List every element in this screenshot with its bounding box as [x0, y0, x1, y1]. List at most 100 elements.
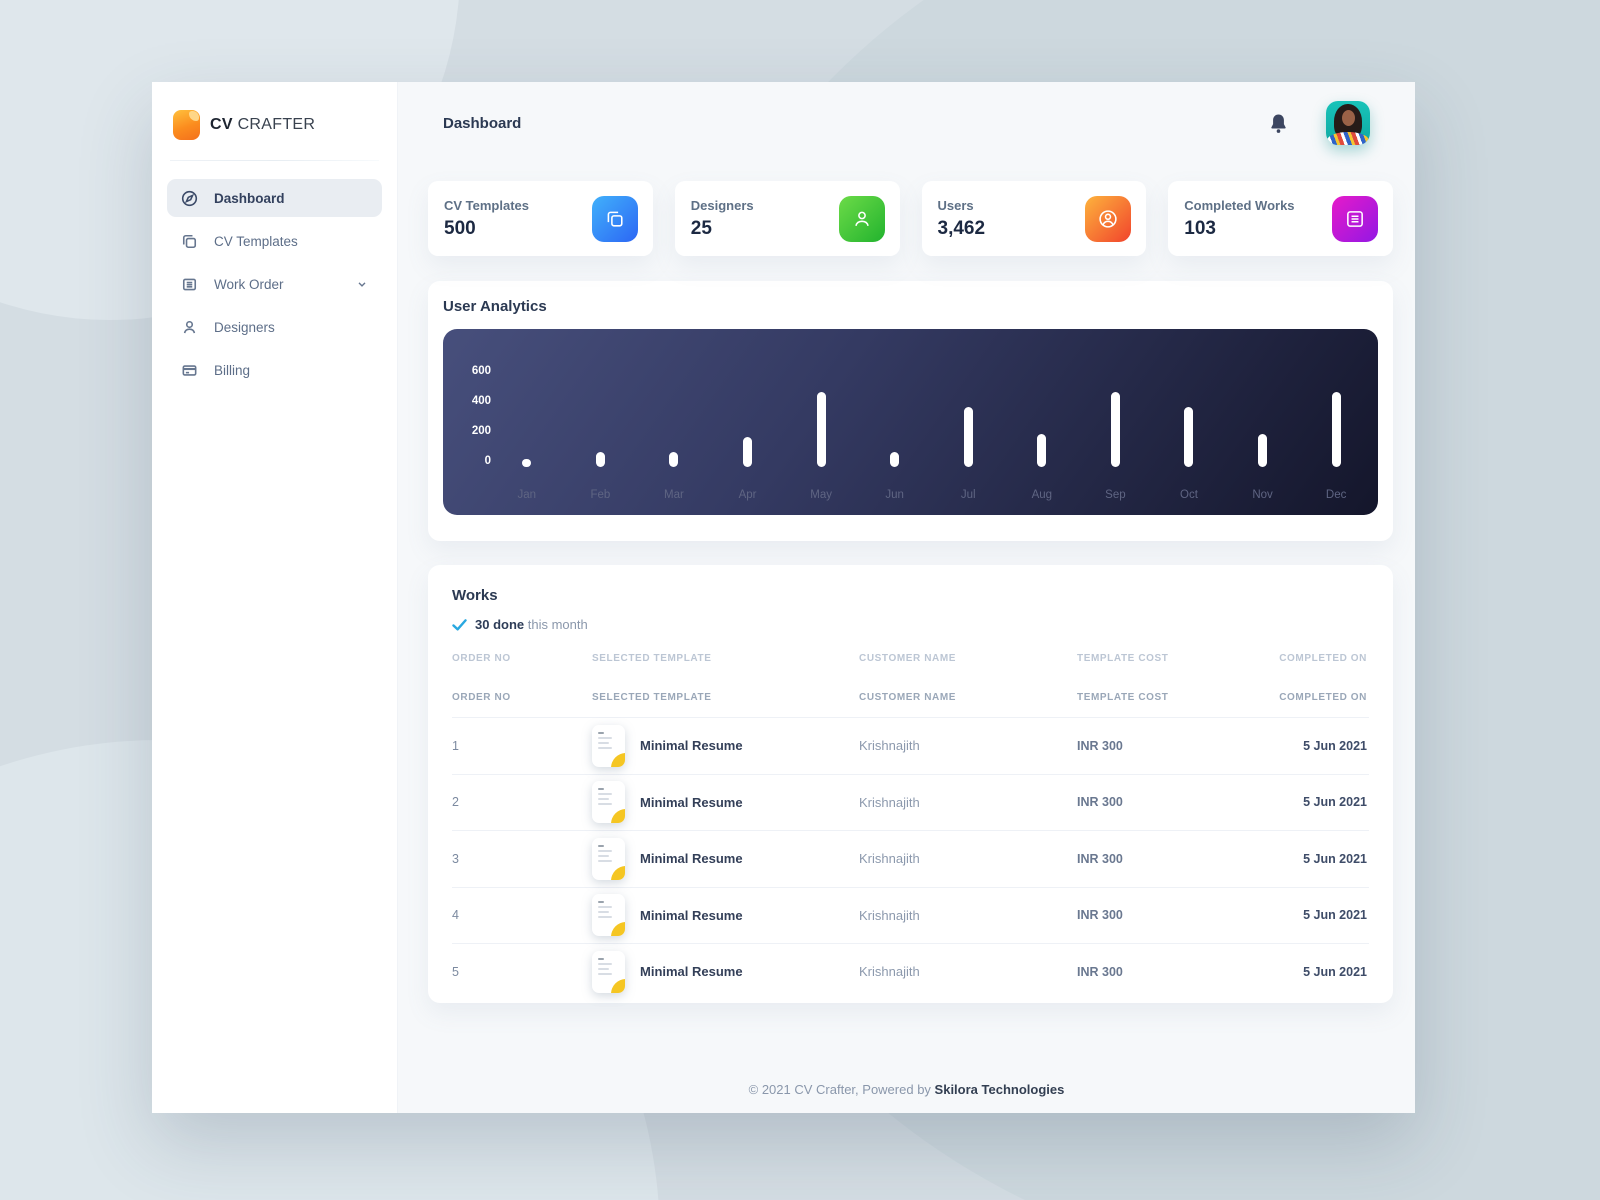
chart-bar [816, 392, 826, 467]
cell-template-cost: INR 300 [1077, 738, 1123, 753]
x-axis-tick: Aug [1031, 489, 1053, 501]
template-name: Minimal Resume [640, 794, 743, 810]
cell-customer-name: Krishnajith [859, 964, 920, 980]
stat-card-completed-works: Completed Works 103 [1168, 181, 1393, 256]
chart-bar [1184, 407, 1194, 467]
main-area: Dashboard CV Templates 500 Designers 25 User… [398, 82, 1415, 1113]
stat-texts: CV Templates 500 [444, 198, 529, 240]
works-table-body: 1 Minimal Resume Krishnajith INR 300 5 Jun 2… [452, 717, 1369, 1000]
avatar-art [1327, 132, 1369, 145]
cell-completed-on: 5 Jun 2021 [1303, 738, 1367, 753]
column-header-completed-on: Completed On [1279, 653, 1367, 664]
template-name: Minimal Resume [640, 851, 743, 867]
table-row[interactable]: 1 Minimal Resume Krishnajith INR 300 5 Jun 2… [452, 717, 1369, 774]
chart-bar [1110, 392, 1120, 467]
sidebar-item-dashboard[interactable]: Dashboard [167, 179, 382, 217]
cell-template-cost: INR 300 [1077, 964, 1123, 979]
bar-cell-jun [858, 347, 932, 467]
bar-cell-apr [711, 347, 785, 467]
cell-order-no: 3 [452, 851, 459, 866]
cell-template-cost: INR 300 [1077, 908, 1123, 923]
stat-value: 500 [444, 217, 476, 239]
template-thumbnail-icon [592, 781, 625, 824]
sidebar-divider [170, 160, 379, 161]
column-header-order-no: Order No [452, 653, 511, 664]
column-header-customer-name: Customer Name [859, 692, 957, 703]
user-circle-icon [1085, 195, 1132, 242]
cell-selected-template: Minimal Resume [592, 837, 859, 880]
cell-order-no: 5 [452, 964, 459, 979]
app-window: CV CRAFTER Dashboard CV Templates Work Ord… [152, 82, 1415, 1113]
compass-icon [181, 190, 198, 207]
template-name: Minimal Resume [640, 738, 743, 754]
stat-texts: Completed Works 103 [1184, 198, 1294, 240]
page-title: Dashboard [443, 114, 522, 132]
sidebar-item-label: Designers [214, 319, 275, 335]
template-name: Minimal Resume [640, 964, 743, 980]
bar-cell-aug [1005, 347, 1079, 467]
column-header-order-no: Order No [452, 692, 511, 703]
stat-card-cv-templates: CV Templates 500 [428, 181, 653, 256]
chart-bars [490, 347, 1373, 467]
chevron-down-icon [356, 278, 368, 290]
x-axis-tick: Jan [517, 489, 537, 501]
bar-cell-feb [564, 347, 638, 467]
cell-completed-on: 5 Jun 2021 [1303, 964, 1367, 979]
cell-template-cost: INR 300 [1077, 851, 1123, 866]
sidebar-item-billing[interactable]: Billing [167, 351, 382, 389]
stat-label: Designers [690, 197, 754, 213]
x-axis-tick: Oct [1180, 489, 1198, 501]
user-avatar[interactable] [1326, 101, 1370, 145]
template-name: Minimal Resume [640, 907, 743, 923]
card-icon [181, 362, 198, 379]
sidebar-item-designers[interactable]: Designers [167, 308, 382, 346]
x-axis-labels: Jan Feb Mar Apr May Jun Jul Aug Sep Oct Nov Dec [490, 489, 1373, 501]
x-axis-tick: Jun [885, 489, 904, 501]
sidebar-item-work-order[interactable]: Work Order [167, 265, 382, 303]
works-done-text: 30 done this month [475, 617, 588, 632]
table-row[interactable]: 3 Minimal Resume Krishnajith INR 300 5 Jun 2… [452, 830, 1369, 887]
table-header-row: Order No Selected Template Customer Name Te… [452, 692, 1369, 717]
footer-text: © 2021 CV Crafter, Powered by [748, 1082, 935, 1097]
works-done-line: 30 done this month [452, 617, 1369, 632]
bar-cell-dec [1299, 347, 1373, 467]
x-axis-tick: Feb [590, 489, 611, 501]
content: CV Templates 500 Designers 25 Users 3,462 Comp… [398, 164, 1415, 1003]
notification-bell-icon[interactable] [1269, 113, 1288, 134]
chart-bar [522, 459, 532, 467]
x-axis-tick: Sep [1105, 489, 1126, 501]
y-axis-tick: 600 [471, 365, 491, 377]
cell-customer-name: Krishnajith [859, 907, 920, 923]
cell-customer-name: Krishnajith [859, 851, 920, 867]
stat-value: 25 [690, 217, 712, 239]
sidebar-item-label: Work Order [214, 276, 284, 292]
footer: © 2021 CV Crafter, Powered by Skilora Te… [398, 1082, 1415, 1113]
app-logo: CV CRAFTER [167, 104, 382, 160]
cell-selected-template: Minimal Resume [592, 724, 859, 767]
cell-selected-template: Minimal Resume [592, 894, 859, 937]
logo-icon [173, 110, 200, 140]
template-thumbnail-icon [592, 837, 625, 880]
sidebar-item-cv-templates[interactable]: CV Templates [167, 222, 382, 260]
user-icon [838, 195, 885, 242]
template-thumbnail-icon [592, 724, 625, 767]
chart-bar [669, 452, 679, 467]
cell-order-no: 2 [452, 795, 459, 810]
y-axis-tick: 400 [471, 395, 491, 407]
logo-text-rest: CRAFTER [237, 116, 316, 133]
table-row[interactable]: 5 Minimal Resume Krishnajith INR 300 5 Jun 2… [452, 943, 1369, 1000]
check-icon [452, 618, 467, 631]
bar-cell-sep [1079, 347, 1153, 467]
x-axis-tick: Nov [1252, 489, 1273, 501]
cell-customer-name: Krishnajith [859, 794, 920, 810]
template-thumbnail-icon [592, 950, 625, 993]
bar-cell-mar [637, 347, 711, 467]
cell-customer-name: Krishnajith [859, 738, 920, 754]
sidebar-nav: Dashboard CV Templates Work Order Designers… [167, 179, 382, 389]
x-axis-tick: Mar [664, 489, 684, 501]
table-row[interactable]: 4 Minimal Resume Krishnajith INR 300 5 Jun 2… [452, 886, 1369, 944]
topbar-actions [1269, 101, 1370, 145]
table-row[interactable]: 2 Minimal Resume Krishnajith INR 300 5 Jun 2… [452, 773, 1369, 831]
cell-order-no: 1 [452, 738, 459, 753]
column-header-selected-template: Selected Template [592, 692, 712, 703]
